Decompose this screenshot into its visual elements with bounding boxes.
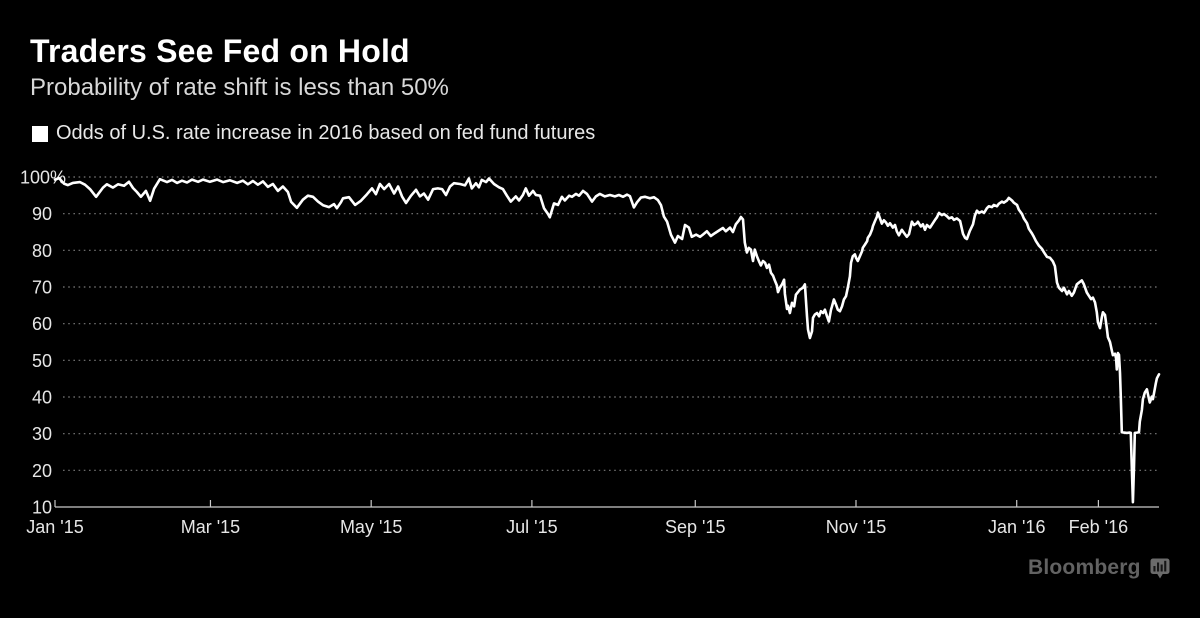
bloomberg-chart-bubble-icon [1150,558,1170,578]
y-tick-label-90: 90 [32,204,52,224]
x-tick-label-Feb16: Feb '16 [1069,517,1128,537]
x-tick-label-Jul15: Jul '15 [506,517,557,537]
x-tick-label-May15: May '15 [340,517,402,537]
y-tick-label-20: 20 [32,461,52,481]
bloomberg-logo-text: Bloomberg [1028,556,1141,579]
legend: Odds of U.S. rate increase in 2016 based… [32,122,595,145]
y-tick-label-70: 70 [32,278,52,298]
legend-label: Odds of U.S. rate increase in 2016 based… [56,122,596,144]
y-tick-label-80: 80 [32,241,52,261]
y-tick-label-10: 10 [32,498,52,518]
x-tick-label-Jan15: Jan '15 [26,517,83,537]
y-tick-label-30: 30 [32,424,52,444]
bloomberg-attribution: Bloomberg [1028,556,1170,580]
y-tick-label-50: 50 [32,351,52,371]
page-title: Traders See Fed on Hold [30,33,410,69]
y-tick-label-40: 40 [32,388,52,408]
x-tick-label-Nov15: Nov '15 [826,517,886,537]
y-tick-label-60: 60 [32,314,52,334]
legend-swatch-icon [32,125,48,142]
x-tick-label-Jan16: Jan '16 [988,517,1045,537]
y-tick-label-100: 100% [20,168,66,188]
x-tick-label-Sep15: Sep '15 [665,517,726,537]
data-line-series-0 [53,176,1161,504]
page-subtitle: Probability of rate shift is less than 5… [30,74,449,101]
x-tick-label-Mar15: Mar '15 [181,517,240,537]
